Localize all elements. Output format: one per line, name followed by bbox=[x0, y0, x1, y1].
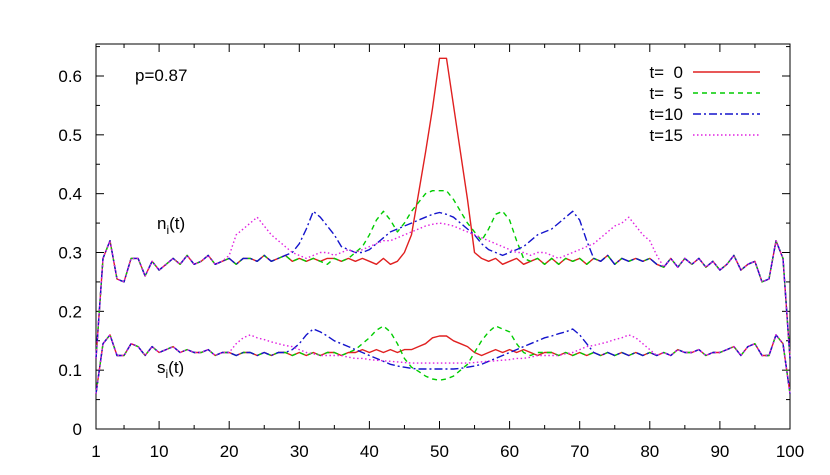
param-annotation: p=0.87 bbox=[135, 66, 187, 85]
legend-label: t=15 bbox=[649, 126, 683, 145]
s-curve-label-sub: i bbox=[166, 367, 169, 381]
y-tick-label: 0.4 bbox=[58, 185, 82, 204]
x-tick-label: 70 bbox=[570, 442, 589, 461]
s-curve-label-arg: (t) bbox=[168, 358, 184, 377]
x-tick-label: 10 bbox=[150, 442, 169, 461]
y-tick-label: 0.6 bbox=[58, 67, 82, 86]
series-1-s-line bbox=[95, 325, 791, 394]
series-3-s-line bbox=[95, 334, 791, 394]
series-2-s-line bbox=[95, 328, 791, 394]
legend: t= 0 t= 5 t=10 t=15 bbox=[649, 63, 760, 145]
y-tick-label: 0.2 bbox=[58, 302, 82, 321]
x-tick-label: 60 bbox=[500, 442, 519, 461]
y-tick-label: 0.1 bbox=[58, 361, 82, 380]
y-tick-label: 0.5 bbox=[58, 126, 82, 145]
series-lines bbox=[95, 57, 791, 394]
series-0-n-line bbox=[95, 57, 791, 359]
series-1-n-line bbox=[95, 189, 791, 359]
legend-label: t=10 bbox=[649, 105, 683, 124]
x-tick-label: 90 bbox=[710, 442, 729, 461]
n-curve-label-main: n bbox=[157, 214, 166, 233]
legend-label: t= 5 bbox=[649, 84, 683, 103]
x-tick-label: 40 bbox=[360, 442, 379, 461]
y-tick-label: 0.3 bbox=[58, 244, 82, 263]
axis-ticks: 1 10 20 30 40 50 60 70 80 90 100 0 0.1 0.2 0.3 0.4 0.5 0.… bbox=[58, 44, 804, 461]
n-curve-label: ni(t) bbox=[157, 214, 185, 237]
n-curve-label-sub: i bbox=[166, 223, 169, 237]
plot-frame bbox=[95, 43, 791, 430]
s-curve-label-main: s bbox=[157, 358, 166, 377]
x-tick-label: 1 bbox=[91, 442, 100, 461]
n-curve-label-arg: (t) bbox=[169, 214, 185, 233]
x-tick-label: 30 bbox=[290, 442, 309, 461]
s-curve-label: si(t) bbox=[157, 358, 184, 381]
x-tick-label: 20 bbox=[220, 442, 239, 461]
y-tick-label: 0 bbox=[73, 420, 82, 439]
x-tick-label: 50 bbox=[430, 442, 449, 461]
x-tick-label: 80 bbox=[640, 442, 659, 461]
series-3-n-line bbox=[95, 216, 791, 359]
legend-label: t= 0 bbox=[649, 63, 683, 82]
series-0-s-line bbox=[95, 334, 791, 394]
x-tick-label: 100 bbox=[776, 442, 804, 461]
